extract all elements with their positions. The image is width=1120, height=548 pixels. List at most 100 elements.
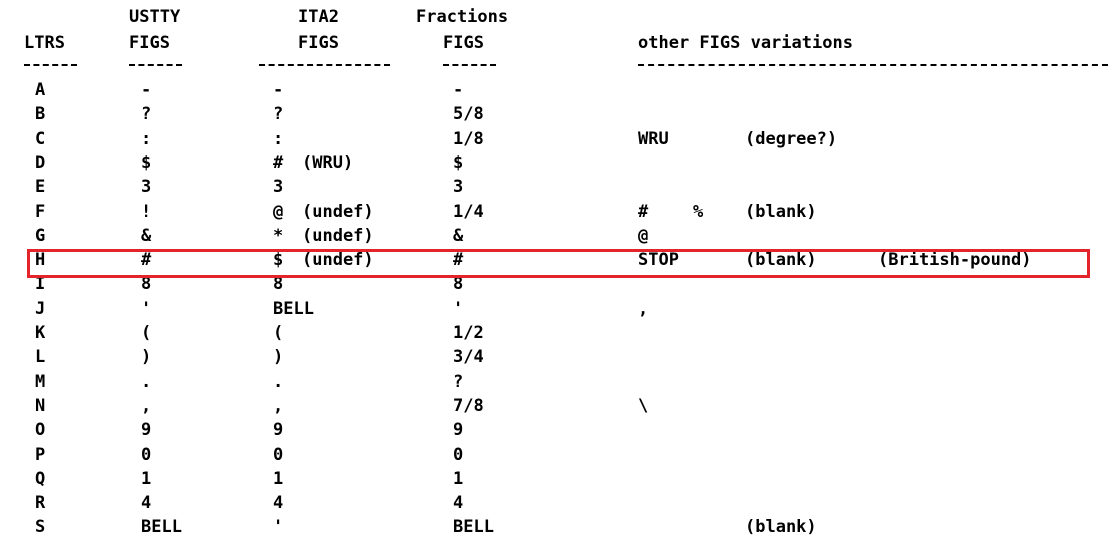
fractions-figs-cell: 1	[453, 468, 464, 489]
table-row: E 3 3 3	[0, 175, 1120, 199]
fractions-figs-cell: 1/8	[453, 128, 484, 149]
ustty-figs-cell: '	[141, 298, 152, 319]
other-variation-1-cell: ,	[638, 298, 649, 319]
fractions-figs-cell: 8	[453, 274, 464, 295]
ita2-note-cell: (undef)	[302, 250, 374, 271]
separator-fractions	[443, 64, 496, 66]
fractions-figs-cell: BELL	[453, 517, 494, 538]
ustty-figs-cell: 8	[141, 274, 152, 295]
separator-ita2	[259, 64, 390, 66]
other-variation-1-cell: STOP	[638, 250, 679, 271]
table-row: O 9 9 9	[0, 418, 1120, 442]
ustty-figs-header: FIGS	[129, 33, 170, 53]
ltrs-header: LTRS	[24, 33, 65, 53]
table-row: S BELL ' BELL (blank)	[0, 515, 1120, 539]
table-row: F! @ (undef) 1/4 #% (blank)	[0, 200, 1120, 224]
ltrs-cell: J	[35, 298, 46, 319]
ltrs-cell: Q	[35, 468, 46, 489]
ltrs-cell: A	[35, 80, 46, 100]
fractions-figs-cell: 5/8	[453, 104, 484, 125]
other-variation-4-cell: (British-pound)	[878, 250, 1032, 271]
table-row: P 0 0 0	[0, 443, 1120, 467]
ita2-figs-cell: *	[273, 225, 284, 246]
fractions-figs-cell: 3/4	[453, 347, 484, 368]
fractions-figs-header: FIGS	[443, 33, 484, 53]
separator-ltrs	[24, 64, 77, 66]
other-variation-2-cell: %	[693, 201, 704, 222]
ita2-figs-cell: 0	[273, 444, 284, 465]
table-row: C:: 1/8 WRU (degree?)	[0, 127, 1120, 151]
table-row: H # $ (undef) # STOP (blank) (British-pound)	[0, 248, 1120, 272]
ustty-figs-cell: -	[141, 80, 152, 100]
fractions-figs-cell: 1/2	[453, 323, 484, 343]
ltrs-cell: F	[35, 201, 46, 222]
separator-other	[638, 64, 1108, 66]
other-variation-3-cell: (blank)	[745, 250, 817, 271]
ustty-figs-cell: :	[141, 128, 152, 149]
fractions-figs-cell: &	[453, 225, 464, 246]
fractions-figs-cell: 1/4	[453, 201, 484, 222]
other-variation-1-cell: #	[638, 201, 649, 222]
other-variation-1-cell: WRU	[638, 128, 669, 149]
ltrs-cell: S	[35, 517, 46, 538]
fractions-figs-cell: #	[453, 250, 464, 271]
ltrs-cell: N	[35, 395, 46, 416]
ltrs-cell: E	[35, 177, 46, 198]
ustty-header-top: USTTY	[129, 7, 181, 27]
ita2-figs-cell: ?	[273, 104, 284, 125]
ita2-figs-header: FIGS	[298, 33, 339, 53]
ita2-figs-cell: ,	[273, 395, 284, 416]
ita2-note-cell: (WRU)	[302, 152, 354, 173]
ltrs-cell: K	[35, 323, 46, 343]
table-row: J ' BELL ',	[0, 297, 1120, 321]
ltrs-cell: C	[35, 128, 46, 149]
ltrs-cell: M	[35, 371, 46, 392]
ita2-figs-cell: 4	[273, 493, 284, 514]
other-variation-3-cell: (degree?)	[745, 128, 838, 149]
table-row: G & * (undef) & @	[0, 224, 1120, 248]
ustty-figs-cell: #	[141, 250, 152, 271]
other-variation-3-cell: (blank)	[745, 201, 817, 222]
ustty-figs-cell: $	[141, 152, 152, 173]
ustty-figs-cell: 1	[141, 468, 152, 489]
fractions-figs-cell: 7/8	[453, 395, 484, 416]
ita2-figs-cell: )	[273, 347, 284, 368]
fractions-figs-cell: 3	[453, 177, 464, 198]
ustty-figs-cell: BELL	[141, 517, 182, 538]
table-row: A---	[0, 78, 1120, 102]
table-row: L)) 3/4	[0, 345, 1120, 369]
ustty-figs-cell: ?	[141, 104, 152, 125]
ustty-figs-cell: !	[141, 201, 152, 222]
ita2-figs-cell: #	[273, 152, 284, 173]
ita2-figs-cell: -	[273, 80, 284, 100]
ita2-figs-cell: $	[273, 250, 284, 271]
ita2-header-top: ITA2	[298, 7, 339, 27]
ita2-note-cell: (undef)	[302, 201, 374, 222]
other-variation-3-cell: (blank)	[745, 517, 817, 538]
ustty-figs-cell: 9	[141, 420, 152, 441]
ustty-figs-cell: &	[141, 225, 152, 246]
other-variation-1-cell: @	[638, 225, 649, 246]
ustty-figs-cell: 4	[141, 493, 152, 514]
ita2-figs-cell: @	[273, 201, 284, 222]
ita2-figs-cell: 1	[273, 468, 284, 489]
ita2-figs-cell: 3	[273, 177, 284, 198]
other-variations-header: other FIGS variations	[638, 33, 853, 53]
fractions-figs-cell: 0	[453, 444, 464, 465]
table-row: N,, 7/8 \	[0, 394, 1120, 418]
ita2-figs-cell: 8	[273, 274, 284, 295]
fractions-figs-cell: 4	[453, 493, 464, 514]
table-row: D $ # (WRU) $	[0, 151, 1120, 175]
ltrs-cell: L	[35, 347, 46, 368]
ustty-figs-cell: ,	[141, 395, 152, 416]
fractions-header-top: Fractions	[416, 7, 509, 27]
ita2-figs-cell: BELL	[273, 298, 314, 319]
table-row: R 4 4 4	[0, 491, 1120, 515]
ita2-figs-cell: 9	[273, 420, 284, 441]
ita2-figs-cell: '	[273, 517, 284, 538]
other-variation-1-cell: \	[638, 395, 649, 416]
row-h-highlight	[27, 249, 1090, 278]
table-row: B?? 5/8	[0, 102, 1120, 126]
ita2-note-cell: (undef)	[302, 225, 374, 246]
ltrs-cell: P	[35, 444, 46, 465]
